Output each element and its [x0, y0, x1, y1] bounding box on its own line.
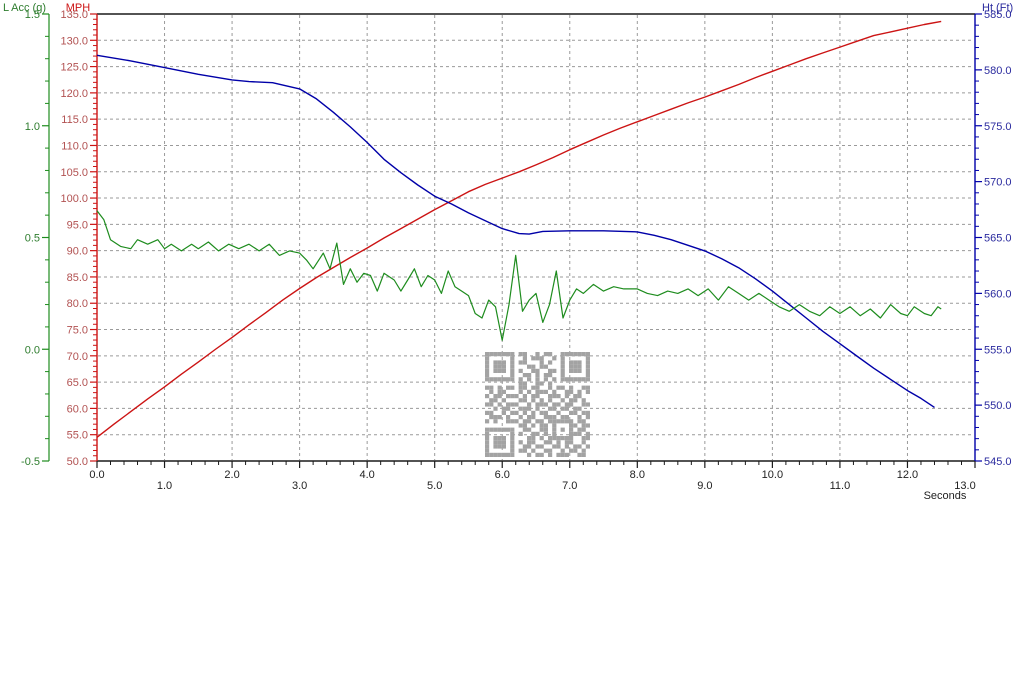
- svg-text:3.0: 3.0: [292, 480, 307, 492]
- svg-text:125.0: 125.0: [60, 62, 88, 74]
- svg-text:1.0: 1.0: [157, 480, 172, 492]
- svg-text:4.0: 4.0: [360, 469, 375, 481]
- svg-text:11.0: 11.0: [830, 480, 851, 492]
- chart: 1.5 1.0 0.5 0.0 -0.5 L Acc (g) 135.0 130.0 125.0…: [3, 2, 1013, 502]
- report-panel: Test ID: be3ef4e00a6d9f813cbb2258f2212b0…: [0, 510, 1024, 676]
- grid-lines: [98, 15, 974, 460]
- svg-text:550.0: 550.0: [984, 400, 1012, 412]
- svg-text:80.0: 80.0: [67, 298, 88, 310]
- mph-axis: 135.0 130.0 125.0 120.0 115.0 110.0 105.0 100.0…: [60, 2, 98, 468]
- svg-text:560.0: 560.0: [984, 288, 1012, 300]
- svg-text:585.0: 585.0: [984, 9, 1012, 21]
- svg-text:9.0: 9.0: [697, 480, 712, 492]
- ht-axis: 585.0 580.0 575.0 570.0 565.0 560.0 555.0 550.0…: [974, 2, 1013, 468]
- svg-text:90.0: 90.0: [67, 246, 88, 258]
- svg-text:115.0: 115.0: [61, 114, 88, 126]
- svg-text:130.0: 130.0: [60, 35, 88, 47]
- svg-text:85.0: 85.0: [67, 272, 88, 284]
- x-axis: 0.0 1.0 2.0 3.0 4.0 5.0 6.0 7.0 8.0 9.0 10.0 11.0 12…: [89, 461, 976, 502]
- svg-text:-0.5: -0.5: [21, 456, 40, 468]
- svg-text:1.0: 1.0: [25, 121, 40, 133]
- svg-text:65.0: 65.0: [67, 377, 88, 389]
- qr-code: [485, 352, 590, 457]
- svg-text:L Acc (g): L Acc (g): [3, 2, 46, 14]
- svg-text:12.0: 12.0: [897, 469, 918, 481]
- svg-text:545.0: 545.0: [984, 456, 1012, 468]
- svg-text:7.0: 7.0: [562, 480, 577, 492]
- svg-text:120.0: 120.0: [60, 88, 88, 100]
- svg-text:110.0: 110.0: [61, 140, 88, 152]
- svg-text:555.0: 555.0: [984, 344, 1012, 356]
- series-accel-line: [96, 210, 942, 341]
- svg-text:50.0: 50.0: [67, 456, 88, 468]
- svg-text:75.0: 75.0: [67, 325, 88, 337]
- svg-text:575.0: 575.0: [984, 121, 1012, 133]
- svg-text:10.0: 10.0: [762, 469, 783, 481]
- chart-canvas: 1.5 1.0 0.5 0.0 -0.5 L Acc (g) 135.0 130.0 125.0…: [3, 2, 1013, 502]
- svg-text:135.0: 135.0: [60, 9, 88, 21]
- plot-border: [97, 13, 975, 462]
- svg-text:0.5: 0.5: [25, 233, 40, 245]
- svg-text:Ht (Ft): Ht (Ft): [982, 2, 1013, 14]
- svg-text:Seconds: Seconds: [924, 490, 967, 502]
- svg-text:60.0: 60.0: [67, 403, 88, 415]
- svg-text:8.0: 8.0: [630, 469, 645, 481]
- svg-text:5.0: 5.0: [427, 480, 442, 492]
- svg-text:105.0: 105.0: [60, 167, 88, 179]
- svg-text:570.0: 570.0: [984, 177, 1012, 189]
- svg-text:0.0: 0.0: [25, 344, 40, 356]
- series-height-line: [96, 54, 935, 408]
- svg-text:565.0: 565.0: [984, 233, 1012, 245]
- svg-text:0.0: 0.0: [89, 469, 104, 481]
- svg-text:70.0: 70.0: [67, 351, 88, 363]
- svg-text:580.0: 580.0: [984, 65, 1012, 77]
- svg-text:55.0: 55.0: [67, 430, 88, 442]
- acc-axis: 1.5 1.0 0.5 0.0 -0.5 L Acc (g): [3, 2, 50, 468]
- svg-text:1.5: 1.5: [25, 9, 40, 21]
- svg-text:2.0: 2.0: [224, 469, 239, 481]
- svg-text:100.0: 100.0: [60, 193, 88, 205]
- svg-text:95.0: 95.0: [67, 219, 88, 231]
- svg-text:6.0: 6.0: [495, 469, 510, 481]
- series-speed-line: [96, 20, 942, 438]
- svg-text:MPH: MPH: [66, 2, 91, 14]
- svg-text:13.0: 13.0: [954, 480, 975, 492]
